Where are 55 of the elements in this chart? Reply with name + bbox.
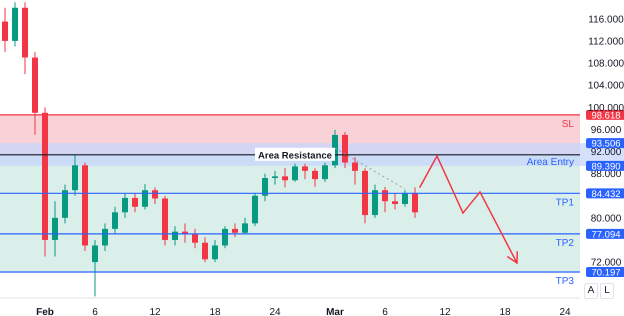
candlestick <box>302 163 308 180</box>
candlestick <box>392 192 398 210</box>
y-tick-label: 77.094 <box>591 229 621 240</box>
y-tick-label: 108.000 <box>588 58 624 70</box>
x-tick-label: 6 <box>382 307 388 316</box>
candlestick <box>402 190 408 208</box>
candlestick <box>122 192 128 218</box>
x-tick-label: 6 <box>92 307 98 316</box>
candlestick <box>312 168 318 188</box>
candlestick <box>242 217 248 235</box>
candlestick <box>202 236 208 263</box>
candlestick <box>132 192 138 213</box>
ref-line-label: SL <box>562 118 574 130</box>
band-label: Area Entry <box>526 156 574 168</box>
candlestick <box>102 222 108 252</box>
y-tick-label: 72.000 <box>590 258 622 269</box>
x-tick-label: Feb <box>36 307 54 316</box>
y-tick-label: 104.000 <box>588 80 624 92</box>
candlestick <box>262 173 268 202</box>
y-tick-label: 84.432 <box>591 188 621 200</box>
candlestick <box>282 168 288 188</box>
x-tick-label: 24 <box>269 307 281 316</box>
ref-line-label: TP3 <box>556 276 574 288</box>
y-tick-label: 92.000 <box>590 146 622 158</box>
candlestick <box>322 162 328 182</box>
toggle-button: L <box>600 283 614 299</box>
y-tick-label: 116.000 <box>588 14 624 26</box>
candlestick <box>142 184 148 210</box>
candlestick <box>92 239 98 297</box>
y-tick-label: 80.000 <box>590 213 622 224</box>
candlestick <box>172 226 178 246</box>
x-tick-label: 24 <box>559 307 571 316</box>
candlestick <box>292 163 298 182</box>
y-tick-label: 112.000 <box>588 36 624 48</box>
candlestick <box>192 228 198 249</box>
candlestick <box>222 226 228 249</box>
y-tick-label: 96.000 <box>590 124 622 136</box>
candlestick <box>272 170 278 186</box>
x-tick-label: 12 <box>149 307 161 316</box>
x-tick-label: 18 <box>209 307 221 316</box>
candlestick <box>112 206 118 235</box>
candlestick <box>52 200 58 258</box>
annotation: Area Resistance <box>258 150 332 162</box>
x-tick-label: 18 <box>499 307 511 316</box>
toggle-button: A <box>584 283 598 299</box>
candlestick <box>352 156 358 186</box>
x-tick-label: Mar <box>326 307 344 316</box>
candlestick <box>212 239 218 263</box>
candlestick <box>412 186 418 218</box>
candlestick <box>232 222 238 238</box>
ref-line-label: TP2 <box>556 238 574 249</box>
y-tick-label: 70.197 <box>591 268 621 279</box>
ref-line-label: TP1 <box>556 197 574 208</box>
x-tick-label: 12 <box>439 307 451 316</box>
candlestick <box>2 7 8 52</box>
